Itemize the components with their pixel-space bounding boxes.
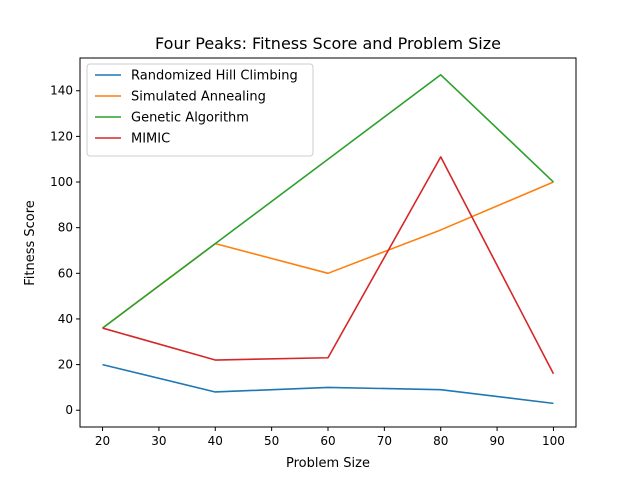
x-axis-label: Problem Size <box>286 456 370 471</box>
y-tick-label: 100 <box>50 175 73 189</box>
legend-label: Genetic Algorithm <box>131 111 249 126</box>
y-tick-label: 20 <box>58 358 73 372</box>
legend-label: MIMIC <box>131 132 170 147</box>
legend: Randomized Hill Climbing Simulated Anneal… <box>86 63 314 157</box>
y-tick-label: 140 <box>50 84 73 98</box>
y-tick-label: 40 <box>58 312 73 326</box>
series-line-3 <box>102 156 555 375</box>
y-tick-label: 80 <box>58 221 73 235</box>
plot-frame <box>79 57 577 428</box>
x-tick-label: 70 <box>377 434 392 448</box>
y-axis-ticks: 0 20 40 60 80 100 120 140 <box>50 84 80 417</box>
x-tick-label: 40 <box>208 434 223 448</box>
x-tick-label: 20 <box>95 434 110 448</box>
y-tick-label: 0 <box>65 403 73 417</box>
legend-label: Simulated Annealing <box>131 90 266 105</box>
series-line-2 <box>102 73 555 329</box>
y-axis-label: Fitness Score <box>23 200 38 286</box>
x-tick-label: 100 <box>542 434 565 448</box>
x-tick-label: 90 <box>489 434 504 448</box>
y-tick-label: 60 <box>58 266 73 280</box>
y-tick-label: 120 <box>50 129 73 143</box>
series-line-1 <box>102 181 554 329</box>
x-tick-label: 50 <box>264 434 279 448</box>
x-tick-label: 30 <box>151 434 166 448</box>
legend-label: Randomized Hill Climbing <box>131 69 298 84</box>
chart-title: Four Peaks: Fitness Score and Problem Si… <box>155 34 501 53</box>
x-tick-label: 80 <box>433 434 448 448</box>
series-line-0 <box>102 363 554 405</box>
legend-box <box>86 63 314 157</box>
x-tick-label: 60 <box>320 434 335 448</box>
series-layer <box>102 73 555 405</box>
x-axis-ticks: 20 30 40 50 60 70 80 90 100 <box>95 427 565 448</box>
